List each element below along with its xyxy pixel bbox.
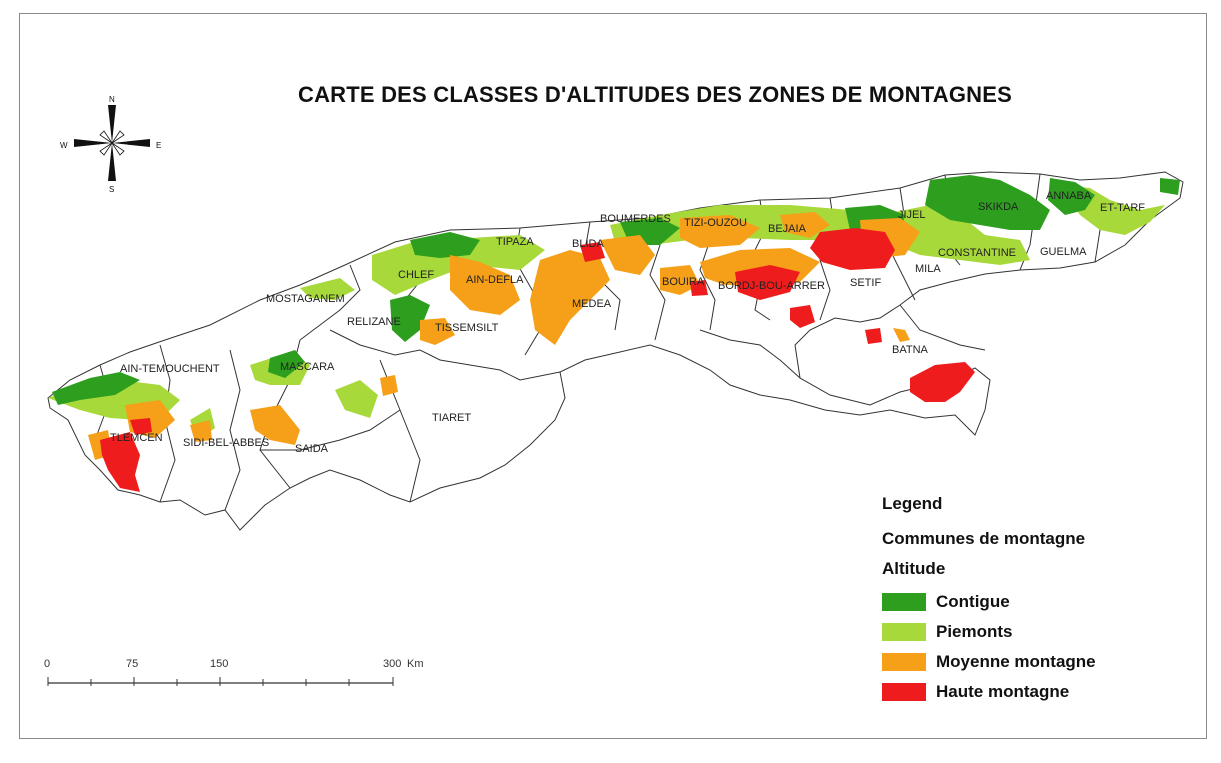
region-label: ANNABA xyxy=(1046,190,1092,202)
legend-item-moyenne-montagne: Moyenne montagne xyxy=(882,647,1182,677)
scale-tick-label: 0 xyxy=(44,658,50,670)
scale-tick-label: 300 xyxy=(383,658,401,670)
region-label: AIN-DEFLA xyxy=(466,274,524,286)
region-label: BATNA xyxy=(892,344,929,356)
region-label: JIJEL xyxy=(898,209,926,221)
legend-item-label: Moyenne montagne xyxy=(936,652,1096,671)
region-label: BEJAIA xyxy=(768,223,807,235)
legend-swatch xyxy=(882,593,926,611)
region-label: MOSTAGANEM xyxy=(266,293,345,305)
region-label: BOUMERDES xyxy=(600,213,671,225)
region-label: GUELMA xyxy=(1040,246,1087,258)
scale-unit-label: Km xyxy=(407,658,424,670)
legend-title: Legend xyxy=(882,494,943,513)
legend: Legend Communes de montagne Altitude Con… xyxy=(882,494,1182,707)
legend-swatch xyxy=(882,683,926,701)
region-label: MILA xyxy=(915,263,941,275)
legend-item-label: Piemonts xyxy=(936,622,1013,641)
region-label: TIZI-OUZOU xyxy=(684,217,747,229)
region-label: TISSEMSILT xyxy=(435,322,499,334)
region-label: SAIDA xyxy=(295,443,329,455)
compass-w-label: W xyxy=(60,141,68,150)
region-label: CHLEF xyxy=(398,269,434,281)
legend-item-haute-montagne: Haute montagne xyxy=(882,677,1182,707)
region-label: MEDEA xyxy=(572,298,612,310)
legend-item-contigue: Contigue xyxy=(882,587,1182,617)
legend-swatch xyxy=(882,653,926,671)
legend-item-piemonts: Piemonts xyxy=(882,617,1182,647)
region-label: AIN-TEMOUCHENT xyxy=(120,363,220,375)
altitude-patches xyxy=(48,175,1180,492)
map-frame xyxy=(19,13,1207,739)
scale-tick-label: 75 xyxy=(126,658,138,670)
compass-e-label: E xyxy=(156,141,161,150)
region-label: TLEMCEN xyxy=(110,432,163,444)
region-label: ET-TARF xyxy=(1100,202,1145,214)
region-label: SIDI-BEL-ABBES xyxy=(183,437,269,449)
region-label: MASCARA xyxy=(280,361,335,373)
legend-item-label: Contigue xyxy=(936,592,1010,611)
region-label: SKIKDA xyxy=(978,201,1019,213)
north-arrow-n xyxy=(108,105,116,143)
legend-swatch xyxy=(882,623,926,641)
region-label: BOUIRA xyxy=(662,276,705,288)
region-label: RELIZANE xyxy=(347,316,401,328)
legend-item-label: Haute montagne xyxy=(936,682,1070,701)
region-label: TIPAZA xyxy=(496,236,534,248)
compass-s-label: S xyxy=(109,185,114,194)
scale-bar: 0 75 150 300 Km xyxy=(44,658,424,686)
region-label: TIARET xyxy=(432,412,471,424)
region-label: BLIDA xyxy=(572,238,604,250)
legend-field-name: Altitude xyxy=(882,559,946,578)
legend-layer-name: Communes de montagne xyxy=(882,529,1086,548)
compass-n-label: N xyxy=(109,95,115,104)
map-title: CARTE DES CLASSES D'ALTITUDES DES ZONES … xyxy=(298,82,1012,107)
region-label: BORDJ-BOU-ARRER xyxy=(718,280,825,292)
north-arrow: N S E W xyxy=(60,95,161,194)
region-label: CONSTANTINE xyxy=(938,247,1016,259)
region-labels: MOSTAGANEM CHLEF TIPAZA BLIDA BOUMERDES … xyxy=(110,190,1145,455)
scale-tick-label: 150 xyxy=(210,658,228,670)
region-label: SETIF xyxy=(850,277,881,289)
